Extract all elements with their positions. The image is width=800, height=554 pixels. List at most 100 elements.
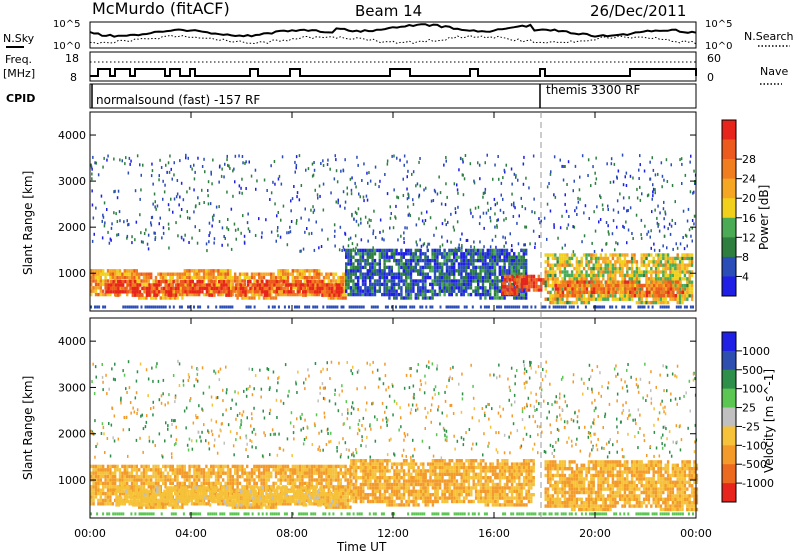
power-cell — [198, 279, 202, 284]
power-cell — [553, 223, 555, 227]
power-cell — [436, 248, 439, 253]
power-cell — [365, 194, 368, 198]
power-cell — [503, 272, 506, 276]
power-cell — [407, 262, 410, 266]
velocity-cell — [270, 471, 273, 475]
power-cell — [138, 286, 141, 290]
power-cell — [609, 283, 613, 288]
power-cell — [400, 292, 403, 297]
power-cell — [561, 277, 564, 281]
power-cell — [448, 252, 451, 256]
power-cell — [630, 263, 634, 267]
power-cell — [674, 287, 677, 291]
velocity-cell — [99, 468, 102, 472]
power-cell — [231, 279, 234, 283]
power-cell — [602, 207, 604, 211]
power-cell — [584, 204, 587, 208]
power-cell — [241, 155, 244, 158]
power-cell — [282, 286, 286, 291]
power-cell — [238, 279, 242, 283]
power-cell — [96, 305, 99, 309]
power-cell — [343, 248, 345, 252]
power-cell — [605, 287, 608, 291]
power-cell — [562, 178, 565, 182]
power-cell — [151, 169, 154, 173]
power-cell — [453, 252, 456, 256]
power-cell — [484, 292, 487, 297]
power-cell — [443, 258, 446, 263]
power-cell — [612, 283, 615, 288]
power-cell — [537, 274, 540, 279]
power-cell — [465, 282, 468, 287]
power-cell — [485, 305, 488, 309]
power-cell — [645, 277, 648, 281]
power-cell — [426, 210, 428, 214]
power-cell — [639, 154, 641, 158]
power-cell — [115, 212, 117, 216]
power-cell — [448, 255, 451, 259]
power-cell — [159, 296, 162, 300]
power-cell — [158, 283, 161, 287]
power-cell — [114, 283, 118, 287]
power-cell — [609, 253, 612, 257]
velocity-cell — [99, 471, 102, 475]
power-cell — [349, 269, 353, 273]
power-cell — [625, 171, 628, 175]
power-cell — [645, 266, 648, 271]
power-cell — [209, 202, 212, 206]
power-cell — [316, 283, 319, 287]
velocity-cell — [154, 478, 158, 482]
power-cell — [342, 190, 345, 194]
power-cell — [631, 283, 634, 288]
power-cell — [642, 260, 646, 264]
power-cell — [198, 286, 202, 291]
power-cell — [563, 263, 567, 267]
power-cell — [332, 296, 335, 300]
power-cell — [153, 283, 156, 287]
power-cell — [273, 279, 276, 284]
power-cell — [546, 263, 550, 267]
power-cell — [558, 273, 562, 278]
power-cell — [94, 161, 96, 165]
power-cell — [174, 293, 178, 297]
power-cell — [662, 283, 665, 288]
power-cell — [523, 243, 525, 247]
power-cell — [229, 279, 232, 283]
velocity-cell — [118, 471, 122, 475]
power-cell — [344, 206, 346, 210]
power-cell — [441, 275, 444, 280]
power-cell — [477, 265, 480, 270]
power-cell — [616, 270, 619, 274]
power-cell — [289, 225, 291, 229]
velocity-cell — [289, 471, 292, 475]
velocity-cell — [164, 478, 167, 482]
velocity-cell — [210, 474, 213, 479]
power-cell — [552, 305, 555, 309]
power-cell — [576, 213, 578, 216]
power-cell — [513, 258, 516, 263]
power-cell — [513, 281, 516, 285]
power-cell — [371, 286, 374, 290]
power-cell — [140, 279, 143, 283]
power-cell — [618, 260, 622, 264]
power-cell — [388, 289, 391, 293]
power-cell — [520, 265, 523, 270]
power-cell — [630, 256, 634, 261]
power-cell — [515, 265, 518, 270]
power-cell — [585, 260, 588, 264]
velocity-cell — [176, 478, 179, 482]
power-cell — [587, 273, 591, 278]
power-cell — [683, 266, 687, 271]
power-cell — [277, 289, 280, 293]
power-cell — [650, 287, 653, 291]
power-cell — [220, 174, 223, 178]
power-cell — [489, 219, 492, 223]
power-cell — [345, 269, 348, 273]
power-cell — [585, 263, 588, 267]
power-cell — [302, 293, 305, 297]
power-cell — [635, 266, 639, 271]
power-cell — [443, 289, 446, 293]
velocity-cell — [279, 474, 282, 479]
power-cell — [118, 286, 122, 290]
power-cell — [654, 277, 658, 281]
